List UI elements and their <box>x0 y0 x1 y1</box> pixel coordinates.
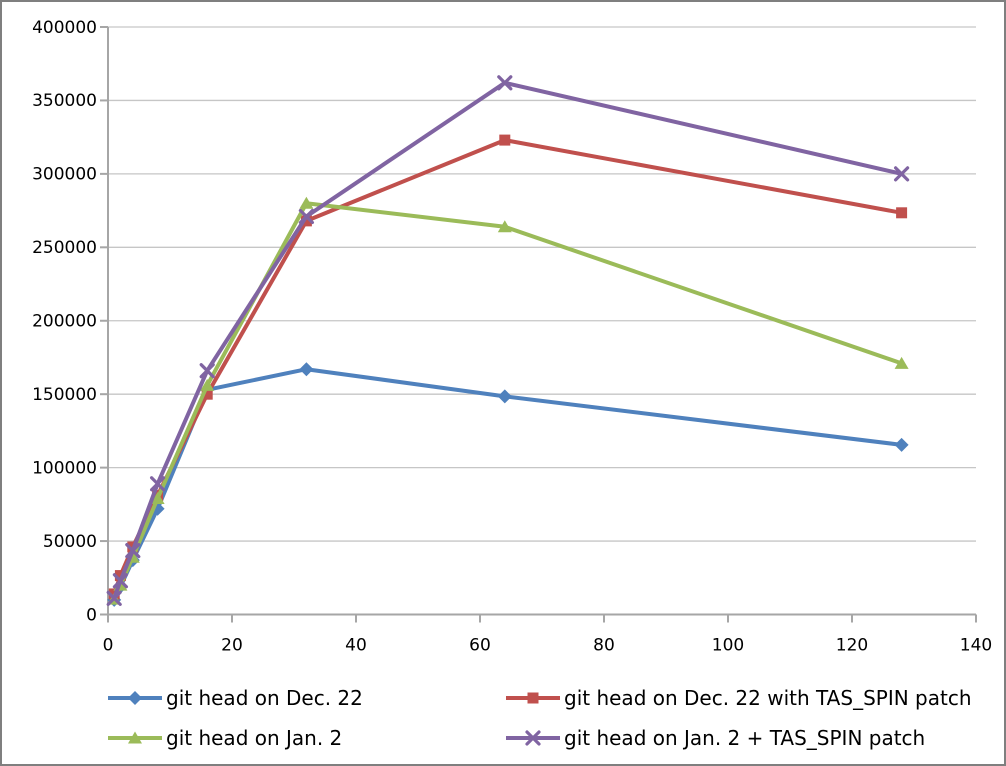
series-line-3 <box>112 80 904 601</box>
legend: git head on Dec. 22 git head on Dec. 22 … <box>107 678 972 758</box>
x-axis-label: 20 <box>221 636 243 656</box>
data-point-series-2 <box>299 196 314 209</box>
data-point-series-1 <box>499 134 511 146</box>
data-point-series-2 <box>894 356 909 369</box>
data-point-series-3 <box>497 75 513 91</box>
x-axis-label: 80 <box>593 636 615 656</box>
series-line-0 <box>112 367 904 602</box>
data-point-series-1 <box>896 207 908 219</box>
legend-item-dec22-tas-spin: git head on Dec. 22 with TAS_SPIN patch <box>505 688 972 708</box>
x-axis-label: 60 <box>469 636 491 656</box>
x-axis-label: 100 <box>712 636 744 656</box>
y-axis-label: 200000 <box>32 312 97 332</box>
legend-label-jan2-tas-spin: git head on Jan. 2 + TAS_SPIN patch <box>564 726 926 750</box>
data-point-series-3 <box>298 208 314 225</box>
data-point-series-3 <box>893 166 910 182</box>
data-point-series-3 <box>199 363 215 379</box>
data-point-series-3 <box>112 573 129 589</box>
data-point-series-0 <box>497 389 512 404</box>
y-axis-label: 400000 <box>32 18 97 38</box>
x-axis-label: 40 <box>345 636 367 656</box>
legend-marker-sample <box>525 730 541 746</box>
y-axis-label: 50000 <box>43 532 97 552</box>
y-axis-label: 100000 <box>32 458 97 478</box>
legend-marker-red-square-icon <box>506 692 560 704</box>
x-axis-label: 0 <box>103 636 114 656</box>
x-axis-label: 120 <box>836 636 868 656</box>
y-axis-label: 300000 <box>32 165 97 185</box>
x-axis-label: 140 <box>960 636 992 656</box>
legend-item-dec22: git head on Dec. 22 <box>107 688 505 708</box>
legend-item-jan2-tas-spin: git head on Jan. 2 + TAS_SPIN patch <box>505 728 972 748</box>
series-line-2 <box>112 201 904 602</box>
legend-marker-sample <box>128 691 142 705</box>
y-axis-label: 150000 <box>32 385 97 405</box>
data-point-series-3 <box>125 543 141 559</box>
legend-label-dec22: git head on Dec. 22 <box>166 686 363 710</box>
legend-label-dec22-tas-spin: git head on Dec. 22 with TAS_SPIN patch <box>564 686 972 710</box>
y-axis-label: 250000 <box>32 238 97 258</box>
data-point-series-0 <box>299 362 314 377</box>
data-point-series-1 <box>300 215 312 227</box>
data-point-series-2 <box>497 220 512 233</box>
data-point-series-3 <box>150 476 166 492</box>
data-point-series-0 <box>894 437 909 452</box>
legend-marker-blue-diamond-icon <box>108 691 162 705</box>
data-point-series-2 <box>150 491 165 504</box>
legend-marker-green-triangle-icon <box>108 731 162 744</box>
y-axis-label: 0 <box>86 605 97 625</box>
data-point-series-1 <box>201 388 213 400</box>
legend-marker-sample <box>527 692 539 704</box>
y-axis-label: 350000 <box>32 91 97 111</box>
legend-marker-purple-x-icon <box>506 730 560 746</box>
legend-marker-sample <box>128 731 142 744</box>
data-point-series-3 <box>106 590 122 606</box>
series-line-1 <box>112 138 904 596</box>
legend-label-jan2: git head on Jan. 2 <box>166 726 343 750</box>
legend-item-jan2: git head on Jan. 2 <box>107 728 505 748</box>
data-point-series-2 <box>200 378 215 391</box>
